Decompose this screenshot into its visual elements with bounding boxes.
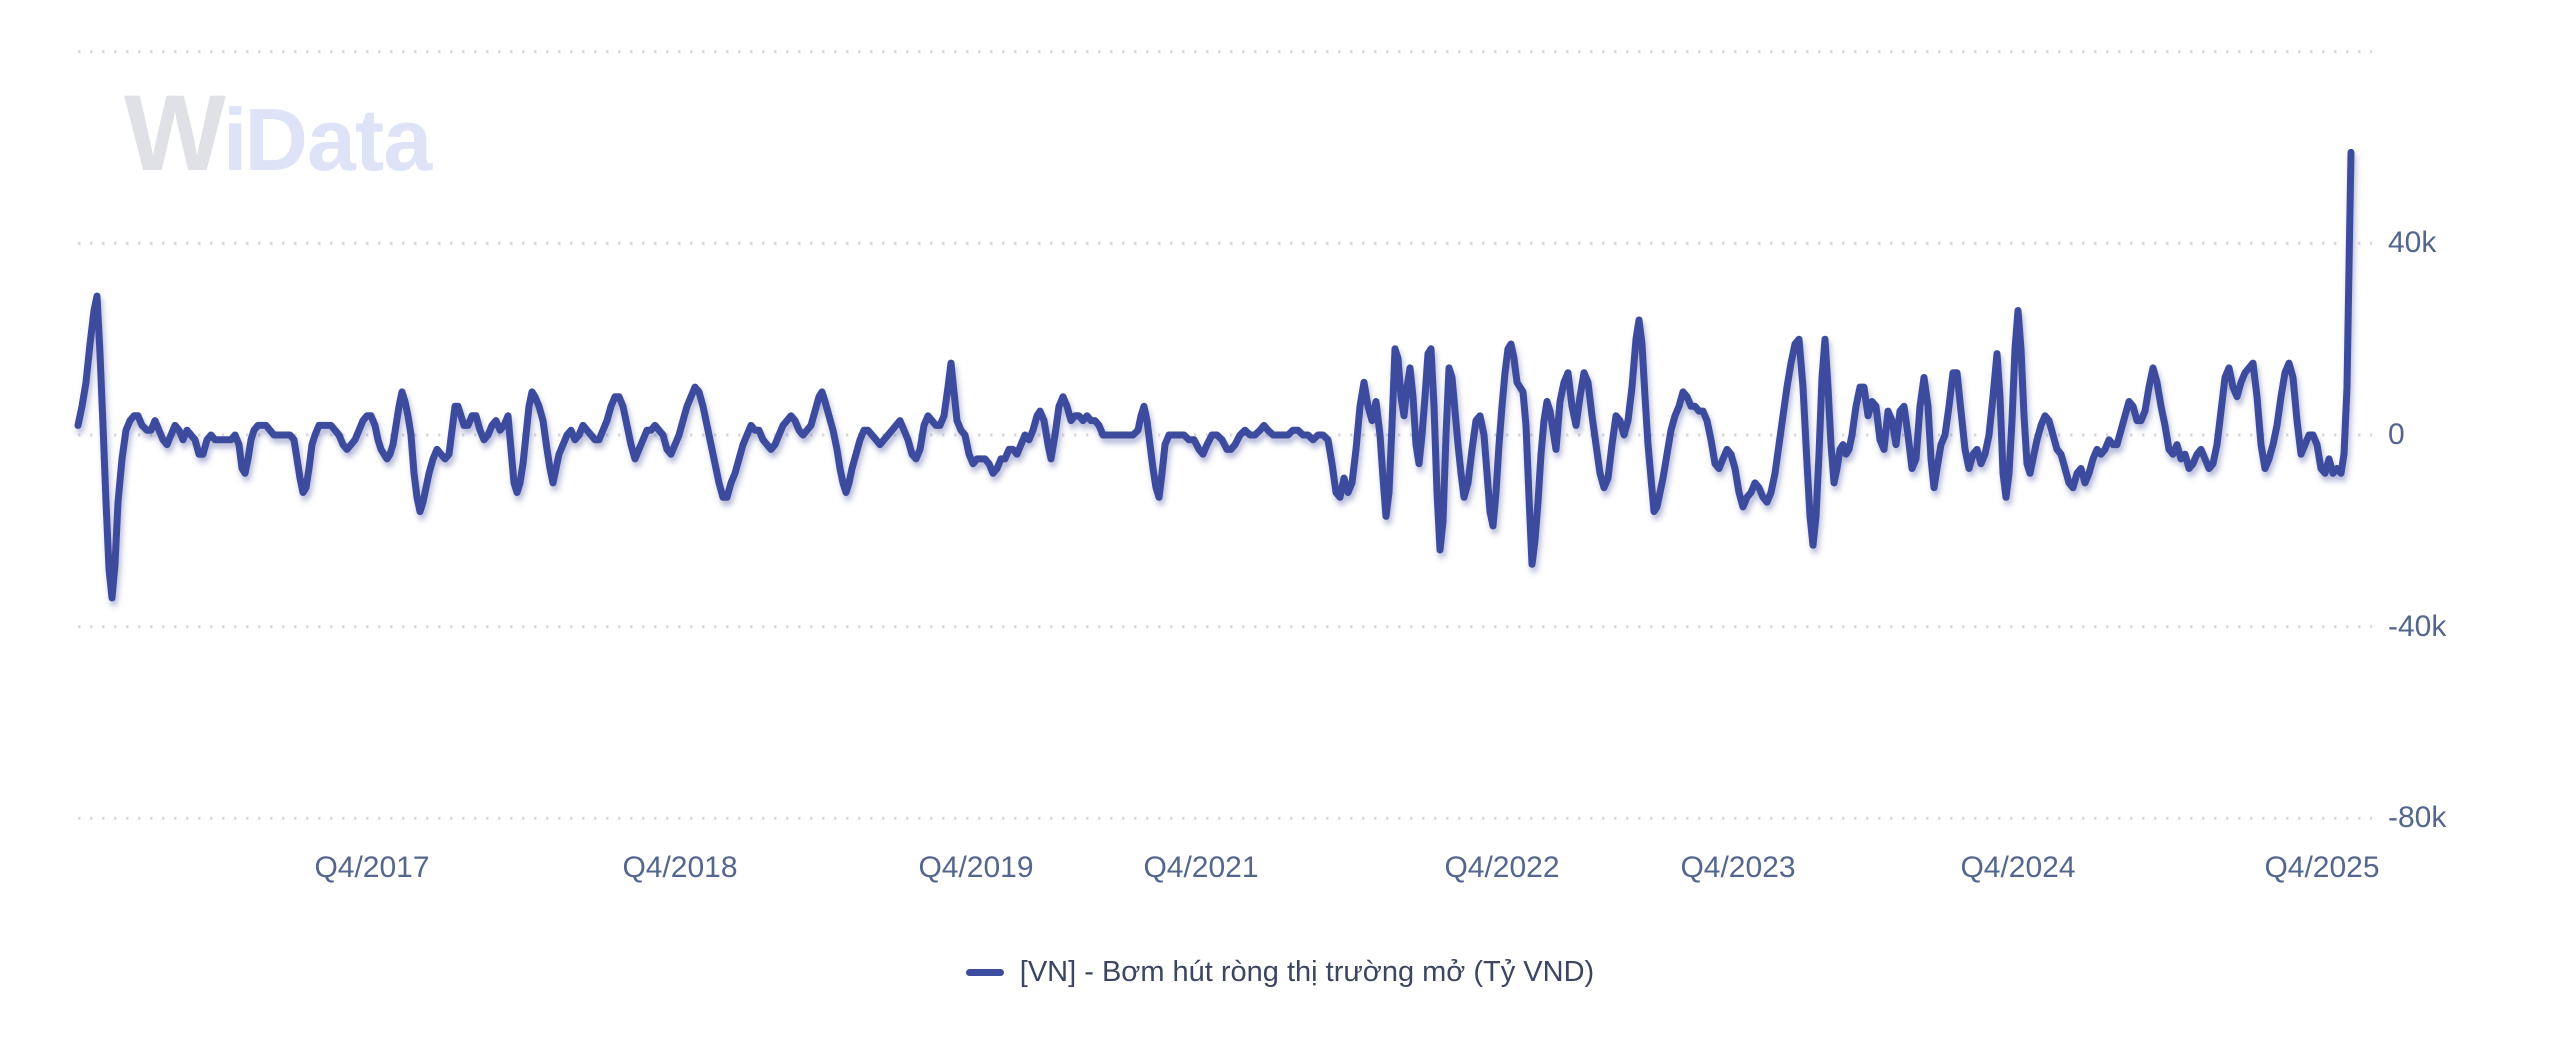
x-tick-label: Q4/2018 <box>622 851 738 884</box>
x-tick-label: Q4/2023 <box>1680 851 1796 884</box>
x-tick-label: Q4/2019 <box>918 851 1034 884</box>
watermark-text-data: Data <box>244 90 432 189</box>
legend-line-swatch <box>965 969 1004 976</box>
watermark-letter-i: i <box>222 90 248 189</box>
y-tick-label: 40k <box>2388 226 2437 260</box>
watermark-letter-w: W <box>124 72 226 193</box>
legend-item[interactable]: [VN] - Bơm hút ròng thị trường mở (Tỷ VN… <box>0 956 2560 989</box>
legend-label: [VN] - Bơm hút ròng thị trường mở (Tỷ VN… <box>1019 956 1595 988</box>
x-tick-label: Q4/2025 <box>2264 851 2380 884</box>
y-tick-label: -80k <box>2388 801 2447 835</box>
series-line <box>74 148 2355 602</box>
x-tick-label: Q4/2022 <box>1444 851 1560 884</box>
x-tick-label: Q4/2021 <box>1143 851 1259 884</box>
x-tick-label: Q4/2024 <box>1960 851 2076 884</box>
x-tick-label: Q4/2017 <box>314 851 430 884</box>
y-tick-label: -40k <box>2388 609 2447 643</box>
widata-watermark: WiData <box>124 70 432 195</box>
y-tick-label: 0 <box>2388 418 2405 451</box>
